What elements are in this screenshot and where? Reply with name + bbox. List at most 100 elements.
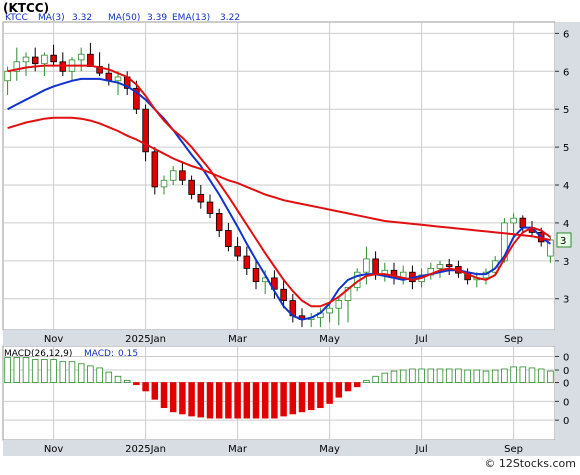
candle-down <box>31 56 39 65</box>
macd-y-tick-label: 0 <box>563 416 569 427</box>
candle-down <box>372 258 379 276</box>
price-y-tick-label: 3 <box>563 295 569 306</box>
macd-x-tick-label: 2025Jan <box>125 444 166 455</box>
macd-legend-value: 0.15 <box>118 349 138 359</box>
candle-down <box>206 201 214 214</box>
macd-bar-negative <box>197 382 205 418</box>
macd-bar-positive <box>464 369 471 383</box>
macd-x-tick-label: May <box>319 444 340 455</box>
candle-up <box>169 170 177 181</box>
macd-bar-negative <box>133 382 140 386</box>
candle-down <box>179 170 186 181</box>
macd-x-tick-label: Jul <box>415 444 428 455</box>
macd-bar-positive <box>50 359 57 383</box>
macd-bar-positive <box>445 368 453 383</box>
macd-y-tick-label: 0 <box>563 366 569 377</box>
legend-ema13-value: 3.22 <box>220 13 240 23</box>
candle-down <box>197 194 205 203</box>
macd-x-tick-label: Nov <box>44 444 64 455</box>
price-x-tick-label: May <box>319 334 340 345</box>
candle-up <box>13 61 21 72</box>
candle-down <box>215 213 223 231</box>
candle-down <box>445 264 453 267</box>
price-panel <box>2 21 556 331</box>
macd-bar-negative <box>188 382 195 417</box>
macd-bar-negative <box>326 382 333 404</box>
macd-bar-negative <box>280 382 287 417</box>
macd-bar-positive <box>409 368 416 383</box>
macd-bar-positive <box>4 357 11 383</box>
candle-down <box>225 230 232 248</box>
macd-bar-positive <box>427 368 435 383</box>
macd-bar-negative <box>243 382 251 419</box>
candle-up <box>326 307 333 314</box>
macd-bar-positive <box>436 368 444 383</box>
macd-bar-positive <box>105 371 113 383</box>
macd-bar-positive <box>77 363 85 383</box>
macd-x-axis <box>3 440 580 456</box>
price-y-tick-label: 3 <box>563 257 569 268</box>
candle-up <box>114 76 122 82</box>
macd-bar-positive <box>31 359 39 383</box>
macd-x-tick-label: Mar <box>228 444 248 455</box>
legend-ma50-label: MA(50) <box>108 13 140 23</box>
price-x-tick-label: Jul <box>415 334 428 345</box>
macd-bar-negative <box>160 382 168 409</box>
price-x-axis <box>3 330 580 346</box>
macd-bar-positive <box>41 359 48 383</box>
macd-bar-positive <box>519 366 527 383</box>
legend-ticker: KTCC <box>5 13 28 23</box>
legend-ema13-label: EMA(13) <box>172 13 210 23</box>
candle-up <box>77 53 85 61</box>
macd-bar-negative <box>317 382 324 409</box>
macd-bar-negative <box>151 382 159 400</box>
macd-bar-negative <box>289 382 297 415</box>
macd-bar-positive <box>399 369 407 383</box>
candle-up <box>491 260 499 273</box>
price-y-tick-label: 4 <box>563 181 569 192</box>
macd-bar-positive <box>123 380 131 383</box>
macd-bar-positive <box>473 369 481 383</box>
candle-up <box>160 179 168 188</box>
candle-down <box>252 267 260 283</box>
macd-bar-positive <box>547 370 554 383</box>
macd-bar-negative <box>142 382 149 392</box>
legend-ma3-value: 3.32 <box>72 13 92 23</box>
macd-bar-negative <box>206 382 214 419</box>
macd-bar-negative <box>298 382 306 413</box>
price-y-tick-label: 5 <box>563 143 569 154</box>
price-y-axis <box>555 22 580 330</box>
ma-line-ma200 <box>7 116 551 241</box>
candle-up <box>22 56 30 63</box>
candle-up <box>41 54 48 65</box>
macd-bar-negative <box>271 382 278 419</box>
macd-bar-negative <box>225 382 232 419</box>
macd-bar-positive <box>363 380 370 383</box>
macd-y-tick-label: 0 <box>563 379 569 390</box>
candle-up <box>335 300 343 309</box>
macd-bar-positive <box>528 367 536 383</box>
macd-panel <box>2 345 556 441</box>
price-y-tick-label: 6 <box>563 29 569 40</box>
macd-bar-positive <box>381 372 389 383</box>
macd-bar-positive <box>491 369 499 383</box>
candle-down <box>50 54 57 63</box>
ma-line-ema13 <box>7 64 551 308</box>
candle-down <box>142 108 149 153</box>
price-x-tick-label: Sep <box>504 334 523 345</box>
macd-bar-negative <box>353 382 361 388</box>
price-y-tick-label: 4 <box>563 219 569 230</box>
macd-bar-negative <box>261 382 269 419</box>
candle-down <box>133 87 140 110</box>
last-price-badge-label: 3 <box>560 236 566 247</box>
legend-ma50-value: 3.39 <box>147 13 167 23</box>
macd-bar-positive <box>22 357 30 383</box>
macd-bar-negative <box>234 382 241 419</box>
price-x-tick-label: Nov <box>44 334 64 345</box>
macd-bar-negative <box>179 382 186 415</box>
candle-up <box>4 70 11 82</box>
candle-down <box>151 151 159 188</box>
macd-bar-positive <box>390 370 398 383</box>
macd-bar-negative <box>344 382 352 392</box>
